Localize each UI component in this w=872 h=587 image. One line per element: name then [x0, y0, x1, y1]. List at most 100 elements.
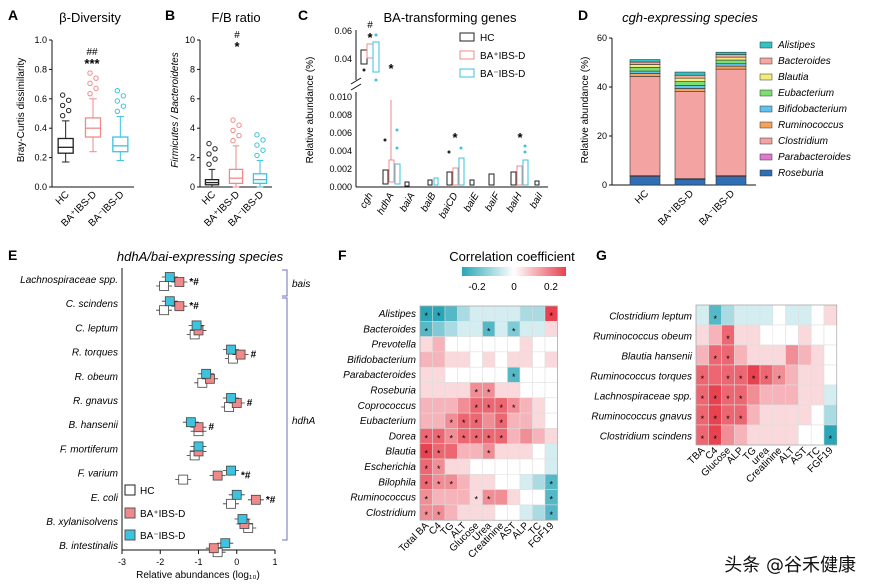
- heat-cell: [772, 404, 786, 426]
- heat-cell: [734, 344, 748, 366]
- heat-cell: [759, 384, 774, 406]
- panel-b-sig-star: *: [234, 39, 240, 54]
- panel-a-yticks: 0.0 0.2 0.4 0.6 0.8 1.0: [34, 35, 52, 192]
- stack-segment: [629, 70, 661, 74]
- box-outlier: [230, 137, 236, 144]
- heat-cell: [469, 336, 483, 353]
- panel-d-ylabel: Relative abundance (%): [580, 57, 591, 164]
- heat-cell: [494, 458, 508, 475]
- box-outlier: [254, 132, 260, 138]
- panel-a: A β-Diversity Bray-Curtis dissimilarity …: [8, 7, 134, 229]
- heat-cell: [798, 384, 812, 406]
- heat-cell: [494, 305, 508, 322]
- heat-cell: [695, 304, 710, 326]
- heat-star: *: [713, 414, 717, 424]
- heat-cell: [544, 428, 558, 444]
- species-point: [231, 398, 242, 408]
- heat-cell: [507, 474, 521, 490]
- stack-segment: [629, 61, 661, 65]
- box-outlier: [87, 70, 93, 76]
- panel-a-title: β-Diversity: [59, 10, 121, 25]
- heat-cell: [507, 336, 521, 353]
- ytick: 6: [190, 94, 195, 104]
- stack-segment: [674, 81, 706, 86]
- heat-cell: [507, 412, 521, 429]
- colorbar-min: -0.2: [468, 282, 486, 293]
- box-outlier: [230, 117, 236, 123]
- ytick: 0.8: [34, 64, 47, 74]
- heat-star: *: [726, 374, 730, 384]
- heat-cell: [457, 351, 471, 368]
- box-body: [228, 168, 244, 184]
- heat-cell: [519, 366, 533, 383]
- c-ytick-0010: 0.010: [329, 92, 352, 102]
- heat-cell: [494, 366, 508, 383]
- box-outlier: [114, 108, 121, 114]
- heat-cell: [544, 321, 558, 337]
- heat-star: *: [512, 403, 516, 413]
- heat-cell: [482, 336, 496, 353]
- panel-a-ylabel: Bray-Curtis dissimilarity: [16, 58, 27, 162]
- heat-cell: [823, 324, 838, 346]
- stack-segment: [629, 76, 661, 176]
- box-outlier: [212, 156, 218, 162]
- species-point: [193, 441, 204, 452]
- heat-cell: [469, 351, 483, 368]
- heat-row-label: Bifidobacterium: [347, 355, 416, 366]
- heat-cell: [532, 443, 546, 460]
- heat-cell: [532, 382, 546, 399]
- xtick-label: HC: [200, 189, 218, 207]
- heat-cell: [457, 336, 471, 353]
- box-outlier: [206, 151, 212, 157]
- heat-row-label: Escherichia: [364, 462, 416, 473]
- stack-segment: [674, 71, 706, 76]
- stack-segment: [715, 68, 747, 176]
- gene-label: baiI: [528, 191, 546, 211]
- panel-b: B F/B ratio Firmicutes / Bacteroidetes 0…: [165, 7, 272, 229]
- sig-mark: #: [251, 350, 257, 361]
- panel-f-title: Correlation coefficient: [449, 249, 575, 264]
- gene-label: baiB: [419, 191, 439, 214]
- heat-cell: [457, 443, 471, 460]
- heat-cell: [823, 384, 838, 406]
- panel-c: C BA-transforming genes Relative abundan…: [298, 7, 548, 221]
- heat-star: *: [499, 403, 503, 413]
- heat-cell: [507, 305, 521, 322]
- heat-cell: [507, 382, 521, 399]
- heat-cell: [785, 344, 799, 366]
- heat-cell: [772, 324, 786, 346]
- heat-cell: [482, 504, 496, 521]
- heat-cell: [419, 336, 433, 353]
- species-label: C. leptum: [75, 323, 118, 334]
- heat-cell: [544, 336, 558, 353]
- heat-cell: [432, 397, 446, 414]
- gene-label: baiCD: [437, 191, 460, 221]
- stack-segment: [629, 67, 661, 72]
- heat-cell: [810, 404, 825, 426]
- heat-cell: [457, 504, 471, 521]
- heat-cell: [457, 366, 471, 383]
- heat-cell: [519, 351, 533, 368]
- heat-cell: [444, 366, 458, 383]
- c-ytick-0002: 0.002: [329, 164, 352, 174]
- ytick: 0.6: [34, 94, 47, 104]
- species-label: B. hansenii: [69, 420, 119, 431]
- panel-e-xlabel: Relative abundances (log₁₀): [136, 570, 260, 581]
- species-point: [226, 344, 236, 355]
- gene-label: baiE: [462, 191, 482, 214]
- sig-mark: *#: [266, 495, 276, 506]
- heat-star: *: [512, 326, 516, 336]
- box-outlier: [114, 98, 121, 104]
- panel-a-sig-star: ***: [84, 56, 100, 71]
- panel-b-boxes: [204, 117, 268, 188]
- heat-cell: [532, 366, 546, 383]
- c-sig-cgh-hash: #: [367, 20, 373, 31]
- heat-star: *: [487, 433, 491, 443]
- stack-segment: [674, 74, 706, 79]
- heat-star: *: [713, 434, 717, 444]
- panel-g: G Clostridium leptum * Ruminococcus obeum *…: [590, 247, 838, 485]
- heat-row-label: Alistipes: [378, 309, 416, 320]
- panel-c-ylabel: Relative abundance (%): [305, 57, 316, 164]
- colorbar-max: 0.2: [544, 282, 558, 293]
- gene-label: hdhA: [375, 191, 396, 217]
